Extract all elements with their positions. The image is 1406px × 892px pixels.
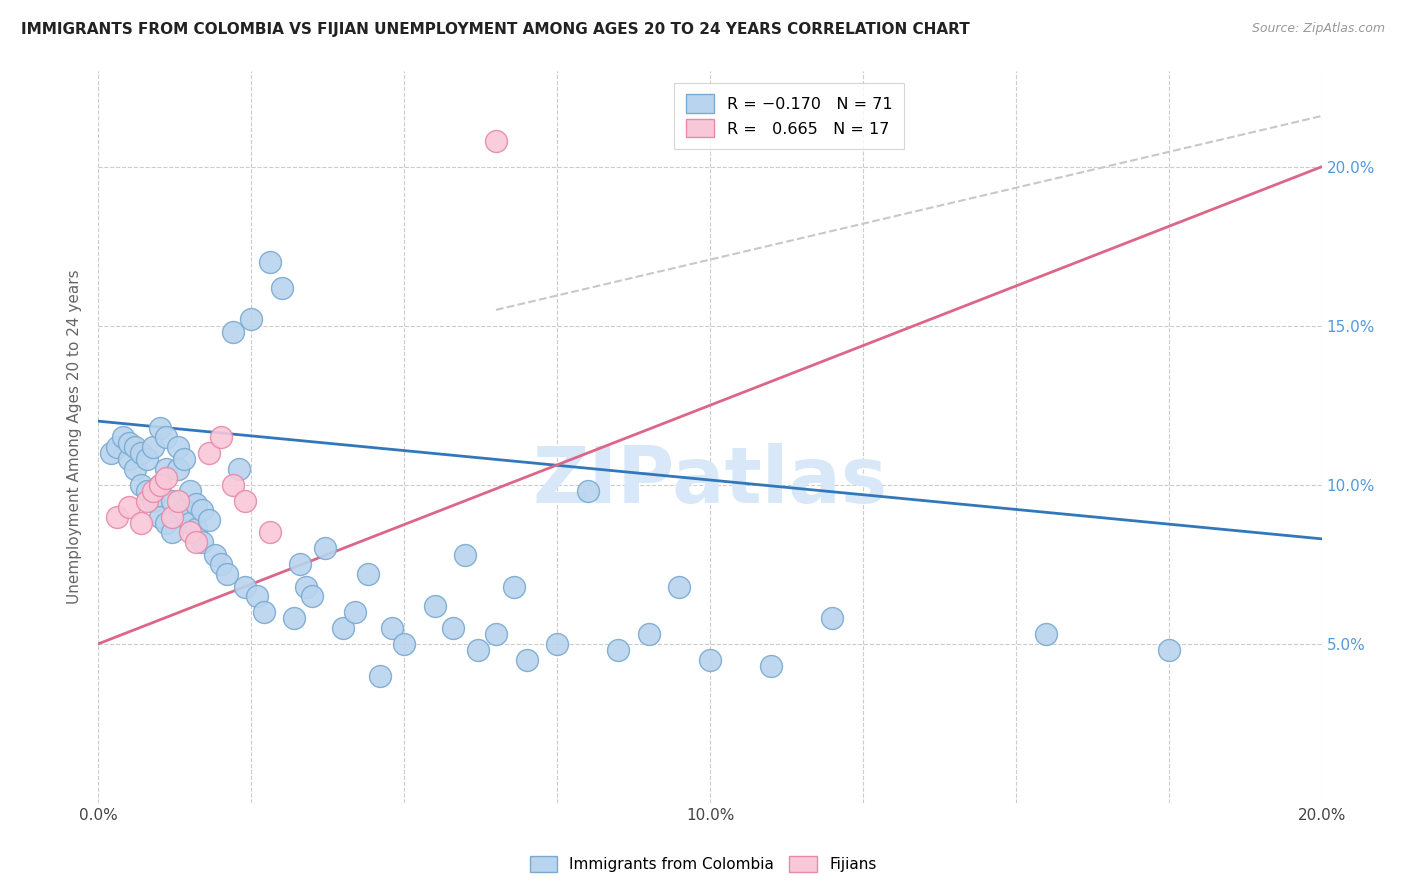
Point — [129, 516, 152, 530]
Point — [129, 446, 152, 460]
Point — [368, 668, 391, 682]
Point — [607, 643, 630, 657]
Point — [173, 503, 195, 517]
Point — [283, 611, 305, 625]
Point — [1157, 643, 1180, 657]
Point — [668, 580, 690, 594]
Point — [516, 653, 538, 667]
Point — [759, 659, 782, 673]
Point — [179, 516, 201, 530]
Point — [423, 599, 446, 613]
Point — [344, 605, 367, 619]
Point — [191, 535, 214, 549]
Y-axis label: Unemployment Among Ages 20 to 24 years: Unemployment Among Ages 20 to 24 years — [67, 269, 83, 605]
Point — [149, 477, 172, 491]
Point — [105, 440, 128, 454]
Point — [290, 558, 312, 572]
Text: Source: ZipAtlas.com: Source: ZipAtlas.com — [1251, 22, 1385, 36]
Point — [215, 566, 238, 581]
Point — [576, 484, 599, 499]
Point — [155, 471, 177, 485]
Point — [485, 134, 508, 148]
Point — [240, 312, 263, 326]
Point — [186, 535, 208, 549]
Point — [136, 452, 159, 467]
Point — [546, 637, 568, 651]
Point — [179, 525, 201, 540]
Point — [149, 477, 172, 491]
Point — [191, 503, 214, 517]
Point — [467, 643, 489, 657]
Point — [392, 637, 416, 651]
Point — [118, 452, 141, 467]
Text: ZIPatlas: ZIPatlas — [533, 443, 887, 519]
Point — [222, 477, 245, 491]
Legend: Immigrants from Colombia, Fijians: Immigrants from Colombia, Fijians — [522, 848, 884, 880]
Point — [246, 589, 269, 603]
Point — [186, 497, 208, 511]
Point — [129, 477, 152, 491]
Point — [233, 493, 256, 508]
Point — [454, 548, 477, 562]
Point — [173, 452, 195, 467]
Point — [209, 558, 232, 572]
Point — [136, 493, 159, 508]
Point — [356, 566, 378, 581]
Point — [167, 462, 190, 476]
Point — [149, 509, 172, 524]
Point — [332, 621, 354, 635]
Text: IMMIGRANTS FROM COLOMBIA VS FIJIAN UNEMPLOYMENT AMONG AGES 20 TO 24 YEARS CORREL: IMMIGRANTS FROM COLOMBIA VS FIJIAN UNEMP… — [21, 22, 970, 37]
Point — [259, 525, 281, 540]
Point — [295, 580, 318, 594]
Point — [167, 440, 190, 454]
Point — [136, 484, 159, 499]
Point — [259, 255, 281, 269]
Point — [105, 509, 128, 524]
Point — [209, 430, 232, 444]
Point — [197, 446, 219, 460]
Point — [142, 440, 165, 454]
Point — [160, 525, 183, 540]
Point — [314, 541, 336, 556]
Point — [155, 516, 177, 530]
Point — [381, 621, 404, 635]
Point — [1035, 627, 1057, 641]
Point — [204, 548, 226, 562]
Point — [142, 493, 165, 508]
Point — [167, 493, 190, 508]
Point — [233, 580, 256, 594]
Point — [118, 436, 141, 450]
Point — [637, 627, 661, 641]
Point — [186, 522, 208, 536]
Point — [124, 462, 146, 476]
Point — [441, 621, 464, 635]
Point — [100, 446, 122, 460]
Point — [142, 484, 165, 499]
Point — [699, 653, 721, 667]
Point — [124, 440, 146, 454]
Point — [485, 627, 508, 641]
Point — [160, 509, 183, 524]
Point — [155, 462, 177, 476]
Point — [301, 589, 323, 603]
Point — [503, 580, 526, 594]
Point — [111, 430, 134, 444]
Point — [118, 500, 141, 514]
Point — [197, 513, 219, 527]
Point — [149, 420, 172, 434]
Point — [155, 430, 177, 444]
Point — [252, 605, 274, 619]
Point — [222, 325, 245, 339]
Legend: R = −0.170   N = 71, R =   0.665   N = 17: R = −0.170 N = 71, R = 0.665 N = 17 — [675, 83, 904, 149]
Point — [160, 493, 183, 508]
Point — [270, 280, 292, 294]
Point — [821, 611, 844, 625]
Point — [179, 484, 201, 499]
Point — [228, 462, 250, 476]
